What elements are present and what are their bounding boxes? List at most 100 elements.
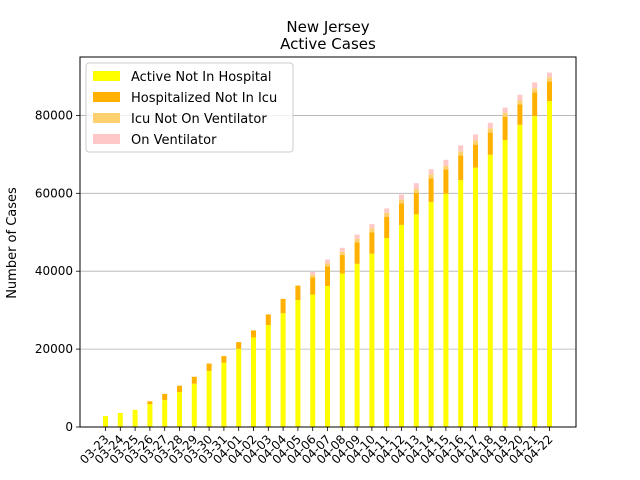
bar-03-29-series-0: [191, 383, 197, 427]
bar-03-27-series-0: [162, 400, 168, 427]
bar-04-06-series-0: [310, 294, 316, 427]
legend-swatch-3: [93, 134, 120, 144]
bar-04-06-series-1: [310, 277, 316, 295]
bar-04-12-series-3: [399, 194, 404, 200]
bar-03-31-series-0: [221, 362, 227, 427]
bar-04-08-series-1: [339, 254, 345, 274]
legend-box: [85, 62, 294, 153]
bar-04-19-series-0: [502, 139, 508, 428]
bar-04-03-series-1: [265, 314, 271, 325]
bar-04-18-series-0: [487, 154, 493, 428]
bar-04-18-series-3: [487, 122, 493, 129]
bar-04-12-series-2: [399, 199, 404, 204]
bar-04-21-series-1: [532, 92, 538, 117]
bar-04-15-series-3: [443, 159, 449, 166]
y-tick-label-0: 0: [65, 420, 73, 434]
bar-03-24-series-0: [117, 412, 123, 427]
bar-04-02-series-0: [251, 337, 256, 427]
bar-04-20-series-0: [517, 124, 523, 427]
bar-04-08-series-2: [339, 251, 345, 255]
bar-04-10-series-0: [369, 253, 375, 427]
legend-label-1: Hospitalized Not In Icu: [131, 91, 277, 106]
bar-04-10-series-2: [369, 228, 375, 233]
bars: [103, 72, 552, 428]
bar-04-06-series-2: [310, 274, 316, 278]
bar-03-25-series-0: [132, 409, 138, 427]
bar-04-18-series-2: [487, 128, 493, 133]
bar-04-10-series-1: [369, 232, 375, 254]
bar-04-21-series-3: [532, 82, 538, 89]
bar-04-17-series-2: [473, 140, 478, 145]
legend-label-2: Icu Not On Ventilator: [131, 112, 267, 127]
bar-04-22-series-0: [547, 101, 552, 427]
bar-04-08-series-0: [339, 273, 345, 427]
bar-04-12-series-0: [399, 224, 404, 427]
chart-subtitle: Active Cases: [280, 35, 376, 53]
y-tick-label-4: 80000: [35, 108, 73, 122]
bar-04-09-series-3: [354, 234, 360, 239]
bar-04-07-series-2: [325, 263, 330, 267]
bar-04-21-series-0: [532, 116, 538, 427]
bar-04-05-series-1: [295, 285, 301, 301]
bar-04-15-series-1: [443, 169, 449, 194]
bar-04-09-series-2: [354, 238, 360, 243]
bar-04-09-series-0: [354, 263, 360, 427]
bar-04-20-series-3: [517, 94, 523, 101]
bar-04-03-series-0: [265, 324, 271, 427]
bar-03-30-series-1: [206, 363, 212, 371]
bar-04-14-series-1: [428, 178, 434, 202]
y-ticks: 0 20000 40000 60000 80000: [35, 108, 80, 434]
bar-04-22-series-2: [547, 77, 552, 82]
chart-title: New Jersey: [286, 18, 369, 36]
bar-04-13-series-0: [413, 214, 419, 427]
legend-swatch-1: [93, 92, 120, 102]
bar-04-16-series-1: [458, 155, 464, 181]
bar-03-31-series-1: [221, 356, 227, 363]
y-tick-label-1: 20000: [35, 342, 73, 356]
legend-label-3: On Ventilator: [131, 133, 217, 148]
bar-04-13-series-2: [413, 189, 419, 193]
plot-frame: [79, 56, 577, 428]
y-tick-label-3: 60000: [35, 186, 73, 200]
bar-04-02-series-1: [251, 330, 256, 338]
bar-04-07-series-1: [325, 266, 330, 287]
bar-04-15-series-0: [443, 193, 449, 427]
bar-04-16-series-2: [458, 151, 464, 156]
axes: [79, 56, 577, 428]
bar-04-10-series-3: [369, 224, 375, 229]
bar-04-13-series-1: [413, 192, 419, 215]
bar-04-01-series-0: [236, 348, 242, 427]
bar-04-19-series-2: [502, 112, 508, 117]
bar-04-07-series-0: [325, 286, 330, 427]
bar-04-11-series-3: [384, 208, 390, 213]
bar-04-13-series-3: [413, 183, 419, 190]
bar-04-17-series-1: [473, 144, 478, 168]
bar-03-26-series-0: [147, 404, 153, 427]
bar-04-07-series-3: [325, 259, 330, 264]
bar-04-06-series-3: [310, 271, 316, 275]
bar-04-20-series-1: [517, 104, 523, 125]
bar-04-01-series-1: [236, 342, 242, 349]
bar-03-30-series-0: [206, 370, 212, 427]
bar-04-14-series-2: [428, 174, 434, 179]
bar-03-26-series-1: [147, 401, 153, 405]
bar-04-11-series-0: [384, 238, 390, 427]
bar-04-12-series-1: [399, 203, 404, 225]
bar-04-05-series-0: [295, 300, 301, 427]
bar-04-14-series-0: [428, 201, 434, 427]
bar-04-19-series-3: [502, 107, 508, 113]
bar-04-14-series-3: [428, 169, 434, 175]
y-axis-label: Number of Cases: [5, 187, 20, 299]
bar-04-16-series-0: [458, 180, 464, 427]
bar-04-15-series-2: [443, 165, 449, 170]
bar-04-19-series-1: [502, 116, 508, 140]
legend-swatch-0: [93, 71, 120, 81]
bar-04-04-series-1: [280, 298, 286, 314]
bar-03-23-series-0: [103, 416, 108, 427]
bar-04-11-series-2: [384, 212, 390, 217]
legend-swatch-2: [93, 113, 120, 123]
bar-04-17-series-3: [473, 134, 478, 141]
bar-03-28-series-0: [177, 391, 182, 427]
bar-04-04-series-0: [280, 313, 286, 427]
